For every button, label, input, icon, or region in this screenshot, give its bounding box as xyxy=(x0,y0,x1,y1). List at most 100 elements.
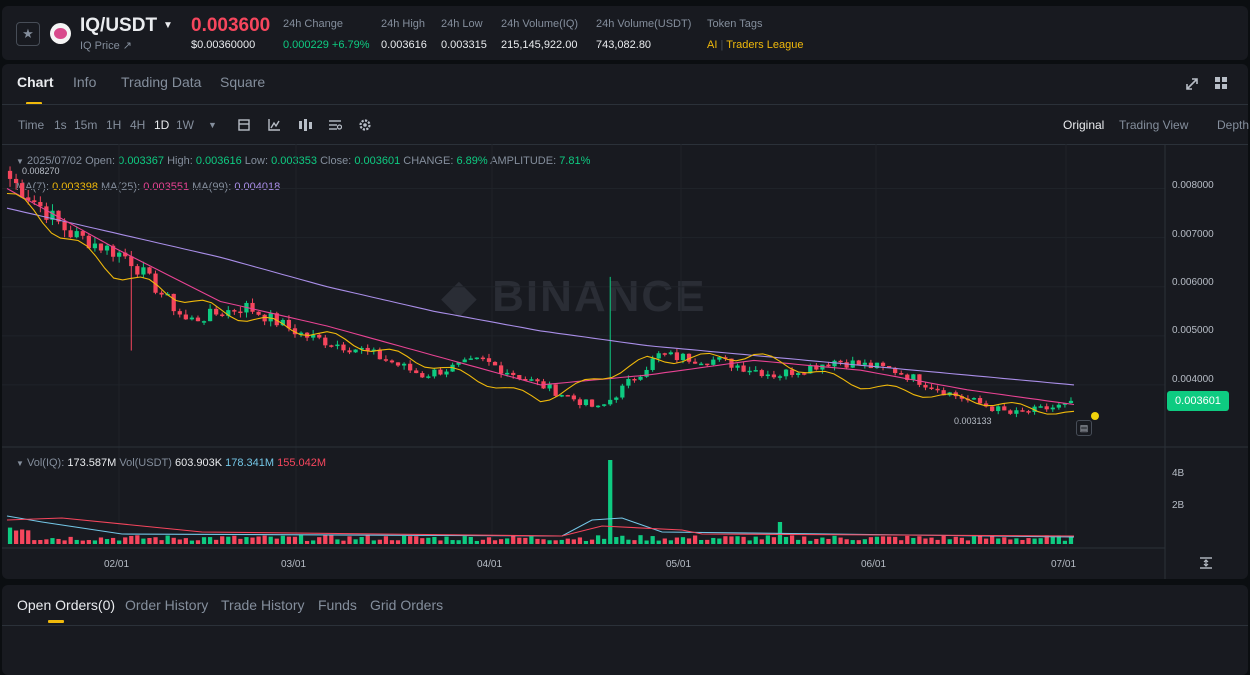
candle-body xyxy=(620,385,625,398)
volume-bar xyxy=(389,540,395,544)
pair-name[interactable]: IQ/USDT xyxy=(80,15,158,36)
date-axis-label-6: 07/01 xyxy=(1051,559,1077,570)
tab-grid-orders[interactable]: Grid Orders xyxy=(370,597,444,613)
volume-bar xyxy=(511,535,516,544)
candle-body xyxy=(656,353,661,359)
collapse-chevron-icon[interactable]: ▼ xyxy=(16,157,24,166)
volume-bar xyxy=(1044,535,1049,544)
high-value: 0.003616 xyxy=(195,155,242,167)
interval-1s[interactable]: 1s xyxy=(54,118,67,132)
ma25-value: 0.003551 xyxy=(143,181,190,193)
candle-body xyxy=(686,353,692,362)
volume-bar xyxy=(589,539,595,544)
view-trading-view[interactable]: Trading View xyxy=(1119,118,1189,132)
collapse-volume-chevron-icon[interactable]: ▼ xyxy=(16,459,24,468)
candle-body xyxy=(1002,406,1007,411)
change-value: 6.89% xyxy=(456,155,488,167)
candle-body xyxy=(705,363,710,366)
candle-body xyxy=(171,293,176,312)
volume-bar xyxy=(614,537,619,544)
candle-body xyxy=(735,365,740,368)
tag-ai[interactable]: AI xyxy=(707,39,718,51)
volume-bar xyxy=(44,539,49,544)
candle-body xyxy=(280,319,285,326)
settings-icon[interactable] xyxy=(358,118,372,132)
volume-bar xyxy=(947,539,952,544)
candle-body xyxy=(565,395,570,397)
candle-body xyxy=(20,183,25,198)
candle-body xyxy=(238,311,243,314)
volume-bar xyxy=(408,536,413,544)
iq-price-link[interactable]: IQ Price ↗ xyxy=(80,40,133,52)
candle-body xyxy=(959,396,964,399)
volume-bar xyxy=(32,540,37,544)
volume-bar xyxy=(359,537,364,544)
volume-bar xyxy=(789,535,795,544)
pair-dropdown-icon[interactable]: ▼ xyxy=(163,20,173,31)
candle-body xyxy=(1056,404,1061,408)
candle-body xyxy=(286,319,292,329)
indicator-icon[interactable] xyxy=(267,118,281,132)
ohlc-info-line: ▼ 2025/07/02 Open: 0.003367 High: 0.0036… xyxy=(16,155,590,167)
interval-time[interactable]: Time xyxy=(18,118,45,132)
tab-info[interactable]: Info xyxy=(73,74,97,90)
candle-body xyxy=(571,395,576,400)
interval-1w[interactable]: 1W xyxy=(176,118,194,132)
token-tags-label: Token Tags xyxy=(707,18,763,30)
view-original[interactable]: Original xyxy=(1063,118,1105,132)
tab-chart[interactable]: Chart xyxy=(17,74,54,90)
volume-bar xyxy=(317,537,322,544)
candle-body xyxy=(511,372,516,376)
volume-bars xyxy=(6,460,1075,544)
orders-tabs-divider xyxy=(2,625,1248,626)
volume-bar xyxy=(220,536,225,544)
candle-body xyxy=(347,350,352,353)
candle-body xyxy=(414,370,419,374)
interval-1h[interactable]: 1H xyxy=(106,118,122,132)
tab-square[interactable]: Square xyxy=(220,74,266,90)
candle-body xyxy=(789,369,795,375)
last-price: 0.003600 xyxy=(191,15,271,36)
candle-body xyxy=(753,370,758,372)
volume-bar xyxy=(911,537,916,544)
fit-icon[interactable] xyxy=(1199,556,1213,570)
candle-body xyxy=(498,365,504,374)
order-marker-icon[interactable]: ▤ xyxy=(1076,420,1092,436)
stat-label-24h-high: 24h High xyxy=(381,18,426,30)
tab-order-history[interactable]: Order History xyxy=(125,597,209,613)
view-depth[interactable]: Depth xyxy=(1217,118,1250,132)
candle-body xyxy=(341,344,346,351)
tab-funds[interactable]: Funds xyxy=(318,597,357,613)
candle-body xyxy=(335,344,340,347)
volume-bar xyxy=(13,530,19,544)
candle-body xyxy=(862,362,867,365)
grid-icon[interactable] xyxy=(1214,76,1228,90)
volume-bar xyxy=(953,536,958,544)
stat-value-24h-change: 0.000229 +6.79% xyxy=(283,39,370,51)
volume-bar xyxy=(189,540,195,544)
interval-15m[interactable]: 15m xyxy=(74,118,98,132)
tag-traders-league[interactable]: Traders League xyxy=(726,39,804,51)
tab-trade-history[interactable]: Trade History xyxy=(221,597,305,613)
volume-bar xyxy=(1056,535,1061,544)
interval-more-icon[interactable]: ▼ xyxy=(208,120,217,130)
favorite-star-icon[interactable]: ★ xyxy=(16,22,40,46)
depth-bars-icon[interactable] xyxy=(297,118,313,132)
volume-bar xyxy=(559,539,564,544)
volume-bar xyxy=(856,540,861,544)
interval-4h[interactable]: 4H xyxy=(130,118,146,132)
volume-bar xyxy=(996,538,1001,544)
tab-open-orders[interactable]: Open Orders(0) xyxy=(17,597,116,613)
volume-bar xyxy=(553,540,558,544)
candle-type-icon[interactable] xyxy=(237,118,251,132)
tab-trading-data[interactable]: Trading Data xyxy=(121,74,202,90)
expand-icon[interactable] xyxy=(1185,77,1199,91)
candle-body xyxy=(323,337,328,346)
candle-body xyxy=(826,364,831,367)
template-icon[interactable] xyxy=(328,118,342,132)
candle-body xyxy=(783,369,789,377)
price-chart[interactable] xyxy=(2,144,1248,579)
interval-1d[interactable]: 1D xyxy=(154,118,170,132)
chart-gridlines xyxy=(2,144,1165,548)
volume-bar xyxy=(395,540,401,544)
